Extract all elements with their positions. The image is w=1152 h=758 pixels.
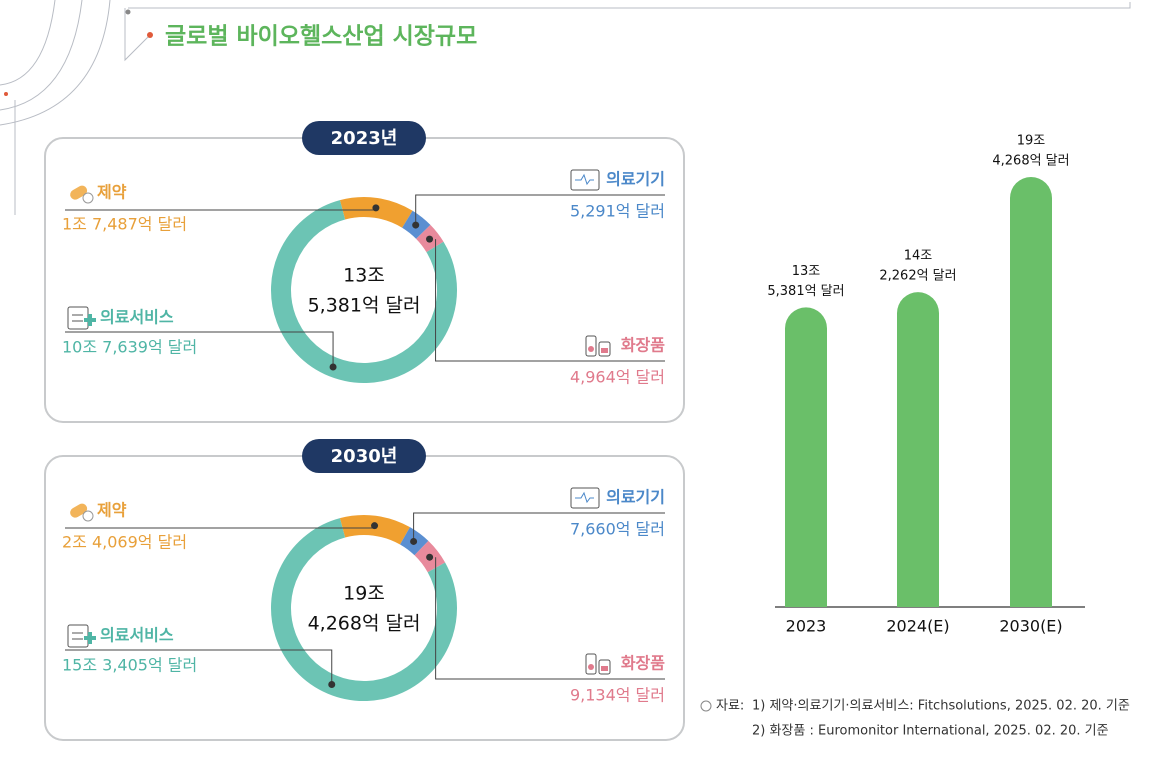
leader-dot	[426, 553, 434, 561]
deco-line	[128, 2, 1131, 9]
cosmetic-icon	[601, 348, 608, 353]
monitor-icon	[570, 487, 600, 509]
deco-line	[124, 8, 151, 62]
value-label: 14조	[904, 249, 933, 264]
leader-dot	[329, 363, 337, 371]
value-label: 2,262억 달러	[879, 269, 956, 284]
deco-dot	[125, 9, 131, 15]
decoration	[0, 0, 1131, 215]
pill-icon	[70, 503, 88, 518]
leader-line	[415, 194, 665, 226]
leader-line	[435, 239, 665, 362]
category-label: 의료기기	[606, 488, 665, 507]
cosmetic-icon	[588, 664, 594, 670]
category-label: 의료서비스	[100, 626, 174, 645]
leader-line	[413, 512, 665, 542]
source-icon	[700, 700, 712, 712]
category-label: 제약	[97, 501, 127, 520]
deco-line	[0, 0, 83, 111]
category-label: 제약	[97, 183, 127, 202]
panel-title: 2023년	[331, 128, 398, 149]
leader-dot	[426, 235, 434, 243]
year-pill	[302, 439, 426, 473]
value-label: 19조	[1017, 134, 1046, 149]
leader-line	[65, 331, 334, 368]
value-label: 7,660억 달러	[570, 520, 665, 539]
leader-line	[435, 557, 665, 680]
center-label: 13조	[343, 265, 385, 287]
cosmetic-icon	[601, 666, 608, 671]
clipboard-icon	[84, 632, 96, 644]
leader-dot	[372, 204, 380, 212]
cosmetic-icon	[588, 346, 594, 352]
value-label: 9,134억 달러	[570, 686, 665, 705]
deco-dot	[4, 92, 8, 96]
category-label: 화장품	[621, 336, 665, 355]
pill-icon	[70, 185, 88, 200]
deco-dot	[147, 32, 153, 38]
clipboard-icon	[84, 314, 96, 326]
year-pill	[302, 121, 426, 155]
bar	[897, 292, 939, 607]
value-label: 5,381억 달러	[767, 284, 844, 299]
value-label: 10조 7,639억 달러	[62, 338, 197, 357]
deco-line	[0, 0, 56, 86]
monitor-icon	[570, 169, 600, 191]
x-tick-label: 2024(E)	[886, 617, 949, 636]
x-tick-label: 2030(E)	[999, 617, 1062, 636]
page-title: 글로벌 바이오헬스산업 시장규모	[165, 24, 477, 50]
value-label: 1조 7,487억 달러	[62, 215, 187, 234]
leader-dot	[412, 221, 420, 229]
value-label: 2조 4,069억 달러	[62, 533, 187, 552]
deco-line	[0, 0, 111, 126]
value-label: 13조	[792, 264, 821, 279]
category-label: 의료기기	[606, 170, 665, 189]
x-tick-label: 2023	[786, 617, 827, 636]
monitor-icon	[575, 173, 594, 186]
value-label: 4,268억 달러	[992, 154, 1069, 169]
bar	[785, 307, 827, 607]
value-label: 5,291억 달러	[570, 202, 665, 221]
source-line: 2) 화장품 : Euromonitor International, 2025…	[752, 724, 1109, 739]
center-label: 4,268억 달러	[308, 613, 421, 635]
leader-line	[65, 649, 333, 685]
pill-icon	[82, 510, 94, 522]
source-label: 자료:	[716, 699, 744, 714]
category-label: 화장품	[621, 654, 665, 673]
bar	[1010, 177, 1052, 607]
value-label: 15조 3,405억 달러	[62, 656, 197, 675]
panel-title: 2030년	[331, 446, 398, 467]
center-label: 19조	[343, 583, 385, 605]
leader-dot	[328, 680, 336, 688]
source-line: 1) 제약·의료기기·의료서비스: Fitchsolutions, 2025. …	[752, 699, 1130, 714]
center-label: 5,381억 달러	[308, 295, 421, 317]
value-label: 4,964억 달러	[570, 368, 665, 387]
monitor-icon	[575, 491, 594, 504]
leader-dot	[371, 522, 379, 530]
pill-icon	[82, 192, 94, 204]
leader-dot	[410, 537, 418, 545]
category-label: 의료서비스	[100, 308, 174, 327]
